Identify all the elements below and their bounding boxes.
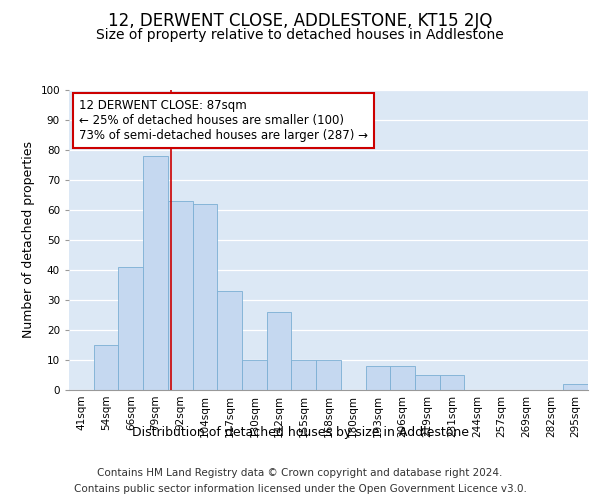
Bar [217, 291, 242, 390]
Text: Contains public sector information licensed under the Open Government Licence v3: Contains public sector information licen… [74, 484, 526, 494]
Text: 12, DERWENT CLOSE, ADDLESTONE, KT15 2JQ: 12, DERWENT CLOSE, ADDLESTONE, KT15 2JQ [108, 12, 492, 30]
Text: 12 DERWENT CLOSE: 87sqm
← 25% of detached houses are smaller (100)
73% of semi-d: 12 DERWENT CLOSE: 87sqm ← 25% of detache… [79, 99, 368, 142]
Text: Contains HM Land Registry data © Crown copyright and database right 2024.: Contains HM Land Registry data © Crown c… [97, 468, 503, 477]
Text: Distribution of detached houses by size in Addlestone: Distribution of detached houses by size … [131, 426, 469, 439]
Text: Size of property relative to detached houses in Addlestone: Size of property relative to detached ho… [96, 28, 504, 42]
Bar [242, 360, 267, 390]
Bar [563, 384, 588, 390]
Bar [316, 360, 341, 390]
Bar [440, 375, 464, 390]
Bar [118, 267, 143, 390]
Bar [168, 201, 193, 390]
Y-axis label: Number of detached properties: Number of detached properties [22, 142, 35, 338]
Bar [267, 312, 292, 390]
Bar [193, 204, 217, 390]
Bar [94, 345, 118, 390]
Bar [365, 366, 390, 390]
Bar [292, 360, 316, 390]
Bar [415, 375, 440, 390]
Bar [143, 156, 168, 390]
Bar [390, 366, 415, 390]
